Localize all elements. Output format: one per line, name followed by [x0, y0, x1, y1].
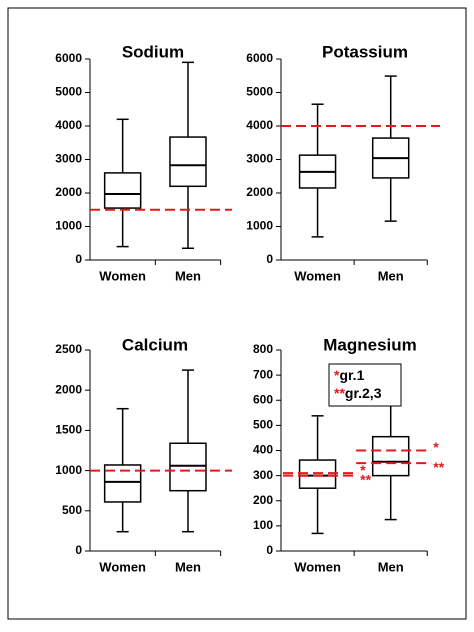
y-tick-label: 400 — [253, 443, 273, 457]
y-tick-label: 6000 — [55, 51, 82, 65]
y-tick-label: 2500 — [55, 342, 82, 356]
y-tick-label: 4000 — [246, 118, 273, 132]
y-tick-label: 5000 — [246, 85, 273, 99]
legend-box — [328, 363, 402, 407]
y-tick-label: 1000 — [55, 219, 82, 233]
y-tick-label: 3000 — [55, 152, 82, 166]
x-tick-label: Women — [294, 559, 341, 574]
legend-label: gr.1 — [339, 367, 364, 383]
box — [103, 172, 142, 209]
y-tick-label: 100 — [253, 518, 273, 532]
y-tick-label: 1000 — [55, 463, 82, 477]
y-tick-label: 3000 — [246, 152, 273, 166]
chart-title: Calcium — [122, 335, 188, 354]
y-tick-label: 200 — [253, 493, 273, 507]
y-tick-label: 600 — [253, 392, 273, 406]
x-tick-label: Men — [175, 559, 201, 574]
y-tick-label: 1500 — [55, 423, 82, 437]
chart-title: Potassium — [322, 42, 408, 61]
reference-marker: ** — [433, 459, 444, 475]
legend-entry: *gr.1 — [334, 367, 365, 383]
y-tick-label: 0 — [266, 543, 273, 557]
x-tick-label: Women — [99, 268, 146, 283]
box — [169, 136, 207, 188]
y-tick-label: 2000 — [246, 185, 273, 199]
y-tick-label: 2000 — [55, 382, 82, 396]
chart-title: Sodium — [122, 42, 184, 61]
y-tick-label: 0 — [75, 543, 82, 557]
frame — [7, 7, 467, 620]
x-tick-label: Men — [175, 268, 201, 283]
y-tick-label: 4000 — [55, 118, 82, 132]
legend-marker: * — [334, 367, 340, 383]
x-tick-label: Men — [378, 268, 404, 283]
reference-marker: ** — [360, 471, 371, 487]
y-tick-label: 700 — [253, 367, 273, 381]
box — [169, 442, 207, 492]
box — [298, 459, 337, 489]
y-tick-label: 6000 — [246, 51, 273, 65]
reference-marker: * — [360, 462, 366, 478]
y-tick-label: 2000 — [55, 185, 82, 199]
y-tick-label: 500 — [62, 503, 82, 517]
chart-title: Magnesium — [323, 335, 417, 354]
x-tick-label: Women — [99, 559, 146, 574]
y-tick-label: 0 — [75, 252, 82, 266]
x-tick-label: Men — [378, 559, 404, 574]
y-tick-label: 800 — [253, 342, 273, 356]
reference-marker: * — [433, 439, 439, 455]
x-tick-label: Women — [294, 268, 341, 283]
y-tick-label: 500 — [253, 418, 273, 432]
legend-entry: **gr.2,3 — [334, 385, 382, 401]
y-tick-label: 5000 — [55, 85, 82, 99]
legend-marker: ** — [334, 385, 345, 401]
y-tick-label: 300 — [253, 468, 273, 482]
box — [371, 435, 410, 477]
legend-label: gr.2,3 — [345, 385, 382, 401]
y-tick-label: 1000 — [246, 219, 273, 233]
y-tick-label: 0 — [266, 252, 273, 266]
